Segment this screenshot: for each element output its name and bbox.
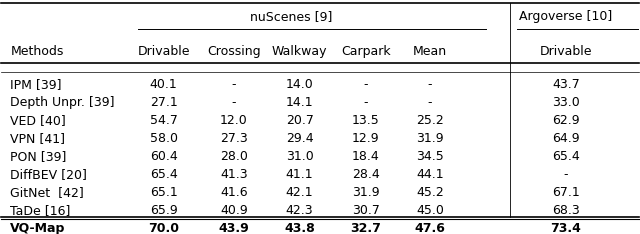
Text: 25.2: 25.2: [416, 114, 444, 127]
Text: Crossing: Crossing: [207, 45, 260, 58]
Text: 32.7: 32.7: [351, 222, 381, 234]
Text: 67.1: 67.1: [552, 186, 580, 199]
Text: 12.0: 12.0: [220, 114, 248, 127]
Text: 58.0: 58.0: [150, 132, 177, 145]
Text: 44.1: 44.1: [416, 168, 444, 181]
Text: -: -: [232, 96, 236, 109]
Text: 54.7: 54.7: [150, 114, 177, 127]
Text: nuScenes [9]: nuScenes [9]: [250, 10, 332, 22]
Text: 65.1: 65.1: [150, 186, 177, 199]
Text: Argoverse [10]: Argoverse [10]: [519, 10, 612, 22]
Text: 45.0: 45.0: [416, 204, 444, 217]
Text: 18.4: 18.4: [352, 150, 380, 163]
Text: -: -: [428, 78, 432, 91]
Text: 40.9: 40.9: [220, 204, 248, 217]
Text: -: -: [364, 96, 368, 109]
Text: 13.5: 13.5: [352, 114, 380, 127]
Text: 34.5: 34.5: [416, 150, 444, 163]
Text: 45.2: 45.2: [416, 186, 444, 199]
Text: 27.3: 27.3: [220, 132, 248, 145]
Text: 40.1: 40.1: [150, 78, 177, 91]
Text: 14.0: 14.0: [285, 78, 314, 91]
Text: 12.9: 12.9: [352, 132, 380, 145]
Text: 41.3: 41.3: [220, 168, 248, 181]
Text: 65.4: 65.4: [150, 168, 177, 181]
Text: PON [39]: PON [39]: [10, 150, 67, 163]
Text: 30.7: 30.7: [352, 204, 380, 217]
Text: 28.0: 28.0: [220, 150, 248, 163]
Text: Drivable: Drivable: [540, 45, 592, 58]
Text: 68.3: 68.3: [552, 204, 580, 217]
Text: 42.3: 42.3: [285, 204, 314, 217]
Text: 43.8: 43.8: [284, 222, 315, 234]
Text: Drivable: Drivable: [138, 45, 190, 58]
Text: 14.1: 14.1: [285, 96, 314, 109]
Text: Carpark: Carpark: [341, 45, 391, 58]
Text: -: -: [232, 78, 236, 91]
Text: 28.4: 28.4: [352, 168, 380, 181]
Text: DiffBEV [20]: DiffBEV [20]: [10, 168, 87, 181]
Text: -: -: [428, 96, 432, 109]
Text: 33.0: 33.0: [552, 96, 580, 109]
Text: 43.7: 43.7: [552, 78, 580, 91]
Text: 31.0: 31.0: [285, 150, 314, 163]
Text: 64.9: 64.9: [552, 132, 580, 145]
Text: -: -: [364, 78, 368, 91]
Text: 62.9: 62.9: [552, 114, 580, 127]
Text: 41.1: 41.1: [285, 168, 314, 181]
Text: TaDe [16]: TaDe [16]: [10, 204, 70, 217]
Text: 27.1: 27.1: [150, 96, 177, 109]
Text: 47.6: 47.6: [415, 222, 445, 234]
Text: 29.4: 29.4: [285, 132, 314, 145]
Text: 65.9: 65.9: [150, 204, 177, 217]
Text: -: -: [564, 168, 568, 181]
Text: 43.9: 43.9: [218, 222, 249, 234]
Text: 42.1: 42.1: [285, 186, 314, 199]
Text: GitNet  [42]: GitNet [42]: [10, 186, 84, 199]
Text: 31.9: 31.9: [416, 132, 444, 145]
Text: 20.7: 20.7: [285, 114, 314, 127]
Text: Methods: Methods: [10, 45, 63, 58]
Text: 73.4: 73.4: [550, 222, 581, 234]
Text: VED [40]: VED [40]: [10, 114, 66, 127]
Text: 70.0: 70.0: [148, 222, 179, 234]
Text: 41.6: 41.6: [220, 186, 248, 199]
Text: Walkway: Walkway: [272, 45, 327, 58]
Text: VPN [41]: VPN [41]: [10, 132, 65, 145]
Text: VQ-Map: VQ-Map: [10, 222, 66, 234]
Text: 60.4: 60.4: [150, 150, 177, 163]
Text: Mean: Mean: [413, 45, 447, 58]
Text: Depth Unpr. [39]: Depth Unpr. [39]: [10, 96, 115, 109]
Text: IPM [39]: IPM [39]: [10, 78, 62, 91]
Text: 65.4: 65.4: [552, 150, 580, 163]
Text: 31.9: 31.9: [352, 186, 380, 199]
